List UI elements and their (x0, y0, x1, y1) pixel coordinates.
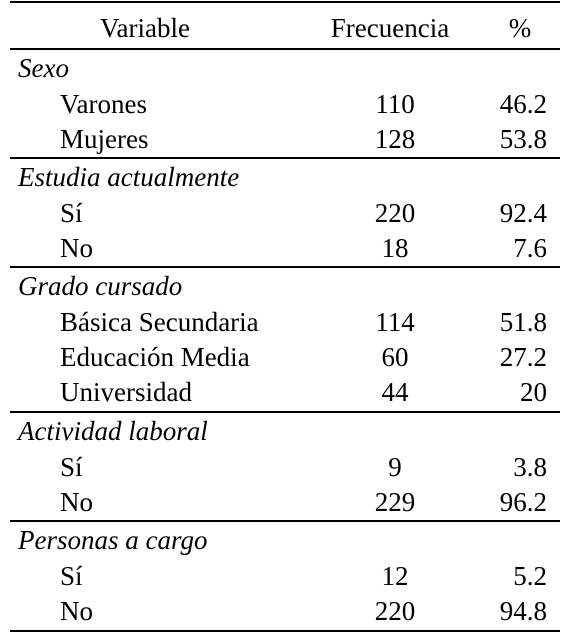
row-label: No (60, 596, 93, 626)
table-row: Mujeres 128 53.8 (10, 121, 560, 157)
row-frequency: 114 (375, 307, 415, 337)
row-frequency: 128 (374, 124, 416, 154)
row-frequency: 220 (374, 198, 416, 228)
header-variable: Variable (100, 13, 190, 43)
group-title-row: Actividad laboral (10, 413, 560, 449)
row-percent: 27.2 (499, 342, 547, 372)
row-label: Varones (60, 89, 147, 119)
table-header-row: Variable Frecuencia % (10, 10, 560, 46)
row-label: Sí (60, 452, 83, 482)
table-row: No 18 7.6 (10, 230, 560, 266)
table-row: Sí 12 5.2 (10, 558, 560, 594)
group-rule (10, 411, 560, 413)
row-percent: 92.4 (499, 198, 547, 228)
row-percent: 94.8 (499, 596, 547, 626)
header-frequency: Frecuencia (330, 13, 450, 43)
group-title: Estudia actualmente (18, 162, 240, 192)
row-frequency: 220 (374, 596, 416, 626)
row-frequency: 12 (381, 561, 409, 591)
group-title-row: Sexo (10, 50, 560, 86)
row-label: No (60, 487, 93, 517)
table-row: Varones 110 46.2 (10, 86, 560, 122)
row-percent: 51.8 (499, 307, 547, 337)
row-frequency: 9 (388, 452, 402, 482)
row-label: Mujeres (60, 124, 149, 154)
table-top-rule (10, 1, 560, 3)
group-title-row: Personas a cargo (10, 522, 560, 558)
row-frequency: 18 (381, 233, 409, 263)
row-label: No (60, 233, 93, 263)
row-percent: 7.6 (513, 233, 547, 263)
row-label: Básica Secundaria (60, 307, 259, 337)
group-title: Personas a cargo (18, 525, 208, 555)
row-frequency: 44 (381, 377, 409, 407)
row-label: Sí (60, 561, 83, 591)
row-percent: 20 (520, 377, 547, 407)
table-row: Universidad 44 20 (10, 374, 560, 410)
table-row: Sí 220 92.4 (10, 195, 560, 231)
group-rule (10, 157, 560, 159)
row-frequency: 229 (374, 487, 416, 517)
table-row: Educación Media 60 27.2 (10, 339, 560, 375)
group-title-row: Grado cursado (10, 268, 560, 304)
row-percent: 53.8 (499, 124, 547, 154)
table-row: Básica Secundaria 114 51.8 (10, 304, 560, 340)
table-bottom-rule (10, 630, 560, 632)
row-percent: 5.2 (513, 561, 547, 591)
group-rule (10, 520, 560, 522)
row-percent: 96.2 (499, 487, 547, 517)
table-row: No 220 94.8 (10, 593, 560, 629)
header-percent: % (508, 13, 532, 43)
row-frequency: 60 (381, 342, 409, 372)
header-rule (10, 48, 560, 50)
row-percent: 46.2 (499, 89, 547, 119)
group-title: Sexo (18, 53, 69, 83)
table-row: No 229 96.2 (10, 484, 560, 520)
table-row: Sí 9 3.8 (10, 449, 560, 485)
group-title: Grado cursado (18, 271, 183, 301)
row-label: Educación Media (60, 342, 250, 372)
row-label: Universidad (60, 377, 192, 407)
group-title: Actividad laboral (18, 416, 208, 446)
row-label: Sí (60, 198, 83, 228)
row-percent: 3.8 (513, 452, 547, 482)
row-frequency: 110 (375, 89, 415, 119)
group-rule (10, 266, 560, 268)
group-title-row: Estudia actualmente (10, 159, 560, 195)
